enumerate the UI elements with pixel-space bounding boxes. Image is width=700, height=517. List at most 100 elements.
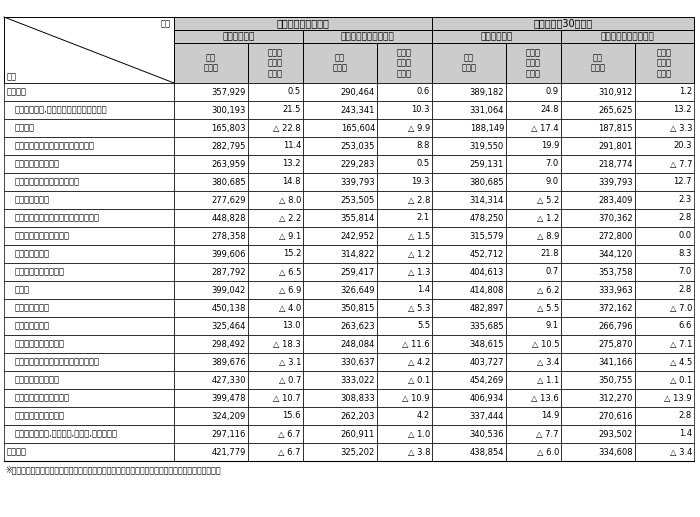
Bar (432, 83, 506, 101)
Bar (248, 119, 303, 137)
Text: 319,550: 319,550 (470, 142, 504, 150)
Bar (303, 299, 377, 317)
Text: 278,358: 278,358 (211, 232, 246, 240)
Text: 414,808: 414,808 (470, 285, 504, 295)
Text: 266,796: 266,796 (598, 322, 633, 330)
Bar (432, 101, 506, 119)
Text: 24.8: 24.8 (540, 105, 559, 114)
Text: 金属製品製造業: 金属製品製造業 (15, 322, 50, 330)
Text: △ 6.0: △ 6.0 (537, 448, 559, 457)
Text: 315,579: 315,579 (470, 232, 504, 240)
Bar (432, 353, 506, 371)
Text: 478,250: 478,250 (470, 214, 504, 222)
Text: 業務用機械器具製造業: 業務用機械器具製造業 (15, 340, 65, 348)
Text: △ 3.1: △ 3.1 (279, 357, 301, 367)
Text: 333,963: 333,963 (598, 285, 633, 295)
Bar (561, 43, 635, 83)
Text: 312,270: 312,270 (598, 393, 633, 403)
Bar (303, 119, 377, 137)
Bar (432, 119, 506, 137)
Bar (248, 173, 303, 191)
Bar (303, 335, 377, 353)
Text: 242,952: 242,952 (341, 232, 375, 240)
Text: 427,330: 427,330 (211, 375, 246, 385)
Bar (432, 191, 506, 209)
Text: △ 1.3: △ 1.3 (407, 267, 430, 277)
Text: △ 3.8: △ 3.8 (407, 448, 430, 457)
Text: 事業所規模30人以上: 事業所規模30人以上 (533, 19, 593, 28)
Text: ゴム製品製造業: ゴム製品製造業 (15, 250, 50, 258)
Bar (377, 389, 432, 407)
Text: 341,166: 341,166 (598, 357, 633, 367)
Bar (377, 83, 432, 101)
Text: 9.0: 9.0 (546, 177, 559, 187)
Text: 335,685: 335,685 (470, 322, 504, 330)
Text: △ 3.4: △ 3.4 (670, 448, 692, 457)
Text: △ 3.3: △ 3.3 (669, 124, 692, 132)
Text: 15.6: 15.6 (283, 412, 301, 420)
Text: 12.7: 12.7 (673, 177, 692, 187)
Bar (506, 83, 561, 101)
Bar (432, 317, 506, 335)
Bar (174, 353, 248, 371)
Text: 389,182: 389,182 (470, 87, 504, 97)
Bar (248, 299, 303, 317)
Bar (635, 155, 694, 173)
Text: 399,606: 399,606 (211, 250, 246, 258)
Bar (248, 83, 303, 101)
Text: 2.8: 2.8 (679, 285, 692, 295)
Bar (303, 353, 377, 371)
Text: 0.5: 0.5 (288, 87, 301, 97)
Bar (561, 245, 635, 263)
Text: 452,712: 452,712 (470, 250, 504, 258)
Bar (248, 263, 303, 281)
Text: 218,774: 218,774 (598, 160, 633, 169)
Bar (174, 227, 248, 245)
Text: △ 8.9: △ 8.9 (537, 232, 559, 240)
Text: 344,120: 344,120 (598, 250, 633, 258)
Text: 297,116: 297,116 (211, 430, 246, 438)
Text: 165,604: 165,604 (341, 124, 375, 132)
Text: 248,084: 248,084 (341, 340, 375, 348)
Text: 310,912: 310,912 (598, 87, 633, 97)
Text: 339,793: 339,793 (340, 177, 375, 187)
Text: △ 1.5: △ 1.5 (407, 232, 430, 240)
Bar (303, 317, 377, 335)
Bar (561, 227, 635, 245)
Bar (4, 407, 174, 425)
Bar (248, 209, 303, 227)
Text: △ 18.3: △ 18.3 (273, 340, 301, 348)
Bar (303, 173, 377, 191)
Text: 399,042: 399,042 (211, 285, 246, 295)
Text: 繊維工業: 繊維工業 (15, 124, 35, 132)
Bar (303, 389, 377, 407)
Text: 14.8: 14.8 (283, 177, 301, 187)
Text: 対前年
増減率
（％）: 対前年 増減率 （％） (268, 48, 283, 78)
Bar (377, 191, 432, 209)
Text: 0.7: 0.7 (546, 267, 559, 277)
Text: 259,131: 259,131 (470, 160, 504, 169)
Bar (174, 299, 248, 317)
Bar (174, 43, 248, 83)
Bar (635, 101, 694, 119)
Text: 438,854: 438,854 (470, 448, 504, 457)
Text: △ 1.0: △ 1.0 (407, 430, 430, 438)
Bar (174, 30, 303, 43)
Bar (506, 389, 561, 407)
Bar (377, 173, 432, 191)
Text: 窯業・土石製品製造業: 窯業・土石製品製造業 (15, 267, 65, 277)
Text: △ 5.3: △ 5.3 (407, 303, 430, 312)
Text: 165,803: 165,803 (211, 124, 246, 132)
Text: 実数
（円）: 実数 （円） (332, 53, 347, 73)
Bar (303, 137, 377, 155)
Bar (377, 299, 432, 317)
Bar (377, 443, 432, 461)
Bar (303, 83, 377, 101)
Text: 化学工業，石油製品・石炭製品製造業: 化学工業，石油製品・石炭製品製造業 (15, 214, 100, 222)
Bar (506, 245, 561, 263)
Bar (561, 263, 635, 281)
Bar (432, 173, 506, 191)
Text: △ 6.7: △ 6.7 (279, 448, 301, 457)
Text: 188,149: 188,149 (470, 124, 504, 132)
Bar (635, 209, 694, 227)
